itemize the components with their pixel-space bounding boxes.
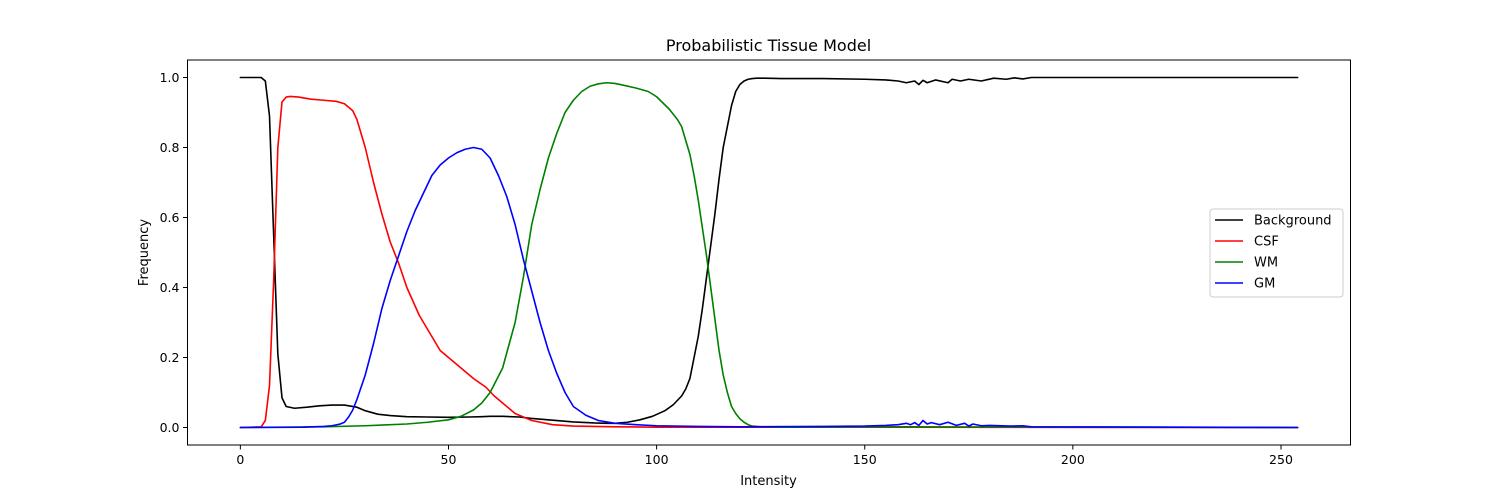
series-lines (239, 76, 1299, 429)
y-tick-label: 0.0 (160, 420, 180, 435)
x-axis-label: Intensity (740, 474, 797, 489)
y-axis-label: Frequency (137, 219, 152, 286)
series-line-background (239, 76, 1299, 425)
x-tick-label: 0 (236, 452, 244, 467)
legend-label-background: Background (1254, 214, 1332, 229)
y-tick-label: 0.2 (160, 350, 180, 365)
plot-area (187, 60, 1351, 445)
x-axis: 0 50 100 150 200 250 (236, 445, 1293, 467)
x-tick-label: 200 (1061, 452, 1085, 467)
x-tick-label: 250 (1269, 452, 1293, 467)
chart-title: Probabilistic Tissue Model (666, 36, 871, 55)
y-tick-label: 0.8 (160, 140, 180, 155)
y-axis: 0.0 0.2 0.4 0.6 0.8 1.0 (160, 70, 188, 435)
y-tick-label: 0.6 (160, 210, 180, 225)
y-tick-label: 0.4 (160, 280, 180, 295)
plot-border (187, 59, 1351, 446)
series-line-gm (239, 146, 1299, 429)
x-tick-label: 50 (441, 452, 457, 467)
legend-label-csf: CSF (1254, 235, 1279, 250)
legend-label-gm: GM (1254, 277, 1275, 292)
y-tick-label: 1.0 (160, 70, 180, 85)
series-line-wm (239, 81, 1299, 429)
series-line-csf (239, 95, 1299, 429)
x-tick-label: 150 (853, 452, 877, 467)
x-tick-label: 100 (645, 452, 669, 467)
legend-label-wm: WM (1254, 256, 1278, 271)
legend: Background CSF WM GM (1209, 208, 1344, 298)
legend-box (1209, 208, 1344, 298)
